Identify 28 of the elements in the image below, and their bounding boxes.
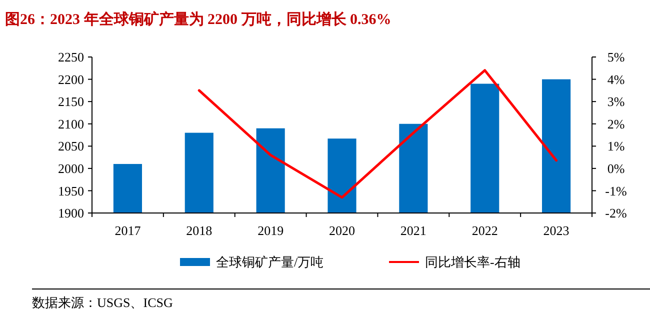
y-tick-label: 1950	[58, 183, 84, 198]
y-tick-label: 2200	[58, 72, 84, 87]
y2-tick-label: 1%	[607, 138, 625, 154]
x-tick-label: 2020	[329, 223, 355, 238]
chart-title: 图26：2023 年全球铜矿产量为 2200 万吨，同比增长 0.36%	[5, 10, 392, 28]
y-tick-label: 1900	[58, 206, 84, 221]
y-tick-label: 2250	[58, 50, 84, 65]
x-tick-label: 2022	[472, 223, 498, 238]
y-tick-label: 2100	[58, 116, 84, 132]
line-series	[198, 69, 558, 199]
x-tick-label: 2023	[543, 223, 570, 238]
x-tick-label: 2018	[186, 223, 212, 238]
y-tick-label: 2050	[58, 138, 84, 154]
y-tick-label: 2000	[58, 160, 84, 176]
x-tick-label: 2019	[258, 223, 284, 238]
y2-tick-label: -2%	[605, 206, 627, 221]
x-tick-label: 2021	[400, 223, 426, 238]
x-tick-label: 2017	[114, 223, 142, 238]
source-note: 数据来源：USGS、ICSG	[32, 295, 173, 310]
y2-tick-label: 0%	[607, 160, 625, 176]
y2-tick-label: 5%	[607, 50, 625, 65]
y2-tick-label: -1%	[605, 183, 627, 198]
y2-tick-label: 3%	[607, 94, 625, 110]
y2-tick-label: 2%	[607, 116, 625, 132]
legend-label: 全球铜矿产量/万吨	[216, 254, 324, 270]
y2-tick-label: 4%	[607, 72, 625, 87]
y-tick-label: 2150	[58, 94, 84, 110]
legend-label: 同比增长率-右轴	[425, 254, 520, 270]
